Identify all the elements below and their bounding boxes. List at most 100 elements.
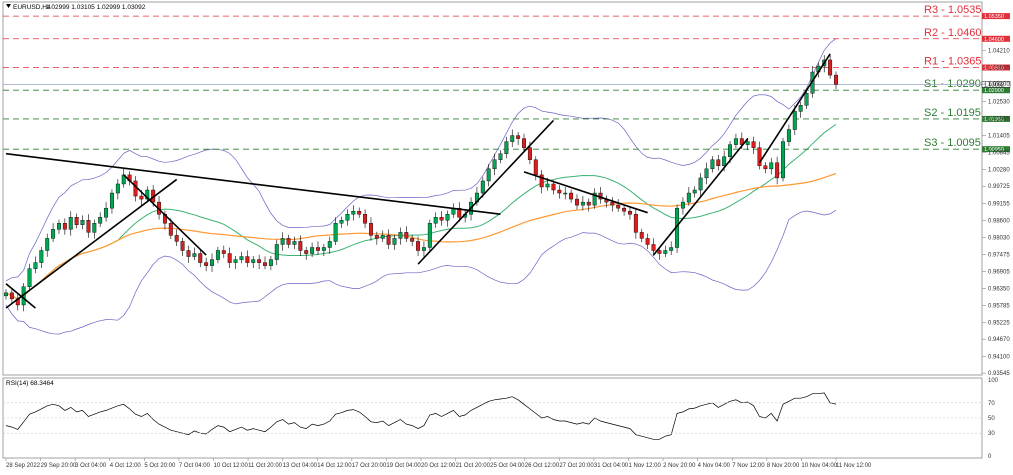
bullish-candle [563,192,568,195]
bearish-candle [257,259,262,263]
bearish-candle [622,207,627,212]
bullish-candle [98,217,103,224]
trendline [417,119,555,265]
bearish-candle [198,253,203,263]
price-tick-label: 0.97475 [988,252,1010,258]
bollinger-lower-band [5,209,837,335]
bearish-candle [245,256,250,263]
rsi-tick-label: 70 [988,401,995,407]
symbol-triangle-icon [6,4,11,8]
price-tick-label: 0.93545 [988,371,1010,377]
bearish-candle [298,241,303,251]
bearish-candle [410,238,415,242]
bullish-candle [745,141,750,145]
moving-average-fast [5,123,837,300]
bullish-candle [663,250,668,254]
bearish-candle [527,147,532,160]
bearish-candle [62,223,67,230]
bullish-candle [392,238,397,245]
bearish-candle [168,223,173,236]
time-tick-label: 4 Nov 04:00 [698,463,731,469]
bearish-candle [386,235,391,245]
bearish-candle [9,292,14,300]
trendline [5,178,178,309]
bullish-candle [239,256,244,260]
bullish-candle [45,238,50,251]
bullish-candle [39,250,44,263]
bullish-candle [680,201,685,209]
bearish-candle [828,59,833,76]
rsi-tick-label: 30 [988,431,995,437]
price-tick-label: 0.98030 [988,235,1010,241]
time-tick-label: 20 Oct 12:00 [421,463,456,469]
bearish-candle [557,189,562,194]
bearish-candle [539,174,544,188]
bullish-candle [251,259,256,263]
bullish-candle [274,244,279,260]
bullish-candle [580,201,585,206]
bearish-candle [304,250,309,254]
time-tick-label: 11 Oct 20:00 [248,463,283,469]
level-price-tag-text-s1: 1.02900 [984,88,1004,94]
bearish-candle [368,223,373,236]
price-tick-label: 1.03655 [988,65,1010,71]
bearish-candle [716,159,721,167]
price-axis: 1.04210 1.03655 1.03100 1.02530 1.01965 1.014… [982,49,1010,377]
bearish-candle [221,250,226,254]
time-tick-label: 25 Oct 04:00 [490,463,525,469]
bearish-candle [586,201,591,206]
level-price-tag-text-s3: 1.00950 [984,147,1004,153]
bullish-candle [504,141,509,154]
price-tick-label: 1.02530 [988,99,1010,105]
bearish-candle [227,253,232,263]
level-price-tag-s3 [982,146,1010,153]
bullish-candle [4,292,8,297]
time-tick-label: 11 Nov 12:00 [836,463,872,469]
rsi-tick-label: 50 [988,416,995,422]
price-tick-label: 0.95225 [988,320,1010,326]
time-tick-label: 13 Oct 04:00 [283,463,318,469]
bearish-candle [316,247,320,251]
trendline [123,174,207,256]
bollinger-upper-band [5,38,837,282]
bearish-candle [186,250,191,257]
bullish-candle [486,168,491,182]
time-tick-label: 10 Nov 04:00 [801,463,837,469]
trendline [758,53,831,164]
time-tick-label: 1 Nov 12:00 [629,463,662,469]
bearish-candle [374,235,379,239]
time-tick-label: 21 Oct 20:00 [456,463,491,469]
bearish-candle [834,74,838,85]
bullish-candle [57,223,61,230]
bullish-candle [104,207,109,218]
bullish-candle [51,229,56,239]
bullish-candle [498,153,503,160]
bullish-candle [339,220,344,224]
bearish-candle [751,141,756,148]
price-tick-label: 0.99725 [988,184,1010,190]
time-tick-label: 14 Oct 12:00 [317,463,352,469]
price-tick-label: 0.95785 [988,303,1010,309]
price-tick-label: 0.94100 [988,354,1010,360]
moving-averages [5,123,837,300]
price-tick-label: 1.00845 [988,150,1010,156]
level-label-r1: R1 - 1.0365 [924,56,981,68]
level-price-tag-r3 [982,13,1010,20]
price-tick-label: 0.99155 [988,201,1010,207]
bullish-candle [733,138,738,145]
bullish-candle [310,247,315,254]
bullish-candle [192,253,197,257]
time-tick-label: 19 Oct 04:00 [386,463,421,469]
bearish-candle [404,232,409,239]
bearish-candle [763,165,768,170]
rsi-header: RSI(14) 68.3464 [6,380,54,387]
bullish-candle [445,214,450,221]
bearish-candle [639,232,644,239]
bullish-candle [321,247,326,251]
bullish-candle [268,259,273,266]
level-price-tag-text-r3: 1.05350 [984,14,1004,20]
bearish-candle [263,262,267,266]
bullish-candle [728,144,733,157]
bearish-candle [610,201,615,206]
